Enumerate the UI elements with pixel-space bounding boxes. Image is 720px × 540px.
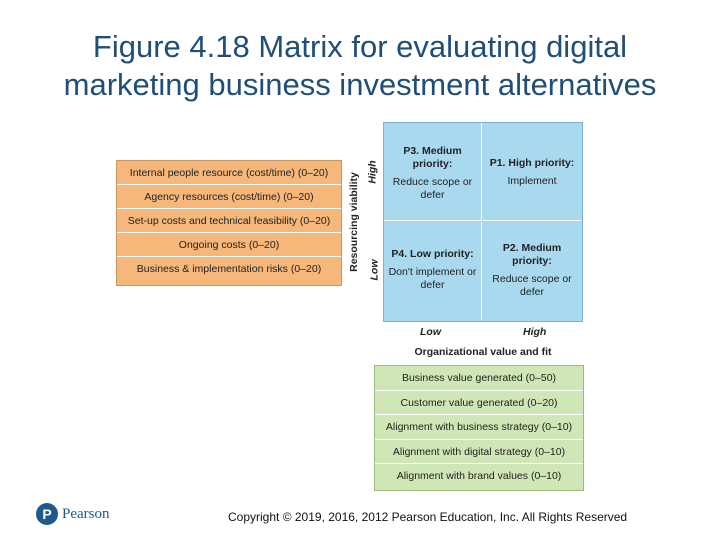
pearson-logo: P Pearson (36, 502, 110, 526)
value-criteria-box: Business value generated (0–50) Customer… (374, 365, 584, 491)
pearson-logo-text: Pearson (62, 505, 110, 522)
x-axis-title: Organizational value and fit (414, 346, 552, 358)
quadrant-description: Reduce scope or defer (392, 176, 473, 201)
title-line-1: Figure 4.18 Matrix for evaluating digita… (92, 29, 628, 64)
value-criterion: Business value generated (0–50) (375, 366, 583, 391)
quadrant-description: Reduce scope or defer (492, 273, 572, 298)
page-title: Figure 4.18 Matrix for evaluating digita… (10, 28, 710, 104)
value-criterion: Alignment with digital strategy (0–10) (375, 440, 583, 465)
quadrant-heading: P1. High priority: (489, 157, 575, 169)
value-criterion: Alignment with brand values (0–10) (396, 470, 562, 483)
quadrant-p4: P4. Low priority: Don't implement or def… (384, 222, 482, 320)
priority-matrix: P3. Medium priority: Reduce scope or def… (383, 122, 583, 322)
quadrant-p1: P1. High priority: Implement (483, 123, 581, 221)
value-criterion: Alignment with business strategy (0–10) (375, 415, 583, 440)
quadrant-description: Implement (507, 175, 557, 187)
resourcing-criterion: Agency resources (cost/time) (0–20) (117, 185, 341, 209)
resourcing-criterion: Business & implementation risks (0–20) (136, 263, 322, 275)
x-axis-low-label: Low (420, 326, 441, 338)
y-axis-low-label: Low (368, 259, 381, 281)
title-line-2: marketing business investment alternativ… (63, 67, 657, 102)
y-axis-high-label: High (366, 160, 379, 184)
quadrant-p2: P2. Medium priority: Reduce scope or def… (483, 222, 581, 320)
resourcing-criteria-box: Internal people resource (cost/time) (0–… (116, 160, 342, 286)
quadrant-description: Don't implement or defer (388, 266, 477, 291)
quadrant-heading: P2. Medium priority: (502, 242, 562, 267)
resourcing-criterion: Ongoing costs (0–20) (117, 233, 341, 257)
quadrant-heading: P4. Low priority: (391, 248, 474, 260)
x-axis-high-label: High (523, 326, 547, 338)
y-axis-title-area: Resourcing viability (346, 160, 362, 284)
quadrant-p3: P3. Medium priority: Reduce scope or def… (384, 123, 482, 221)
resourcing-criterion: Set-up costs and technical feasibility (… (117, 209, 341, 233)
resourcing-criterion: Internal people resource (cost/time) (0–… (117, 161, 341, 185)
y-axis-title: Resourcing viability (348, 172, 360, 272)
value-criterion: Customer value generated (0–20) (375, 391, 583, 416)
quadrant-heading: P3. Medium priority: (403, 145, 462, 170)
copyright-notice: Copyright © 2019, 2016, 2012 Pearson Edu… (228, 510, 628, 524)
pearson-logo-icon: P (36, 503, 58, 525)
